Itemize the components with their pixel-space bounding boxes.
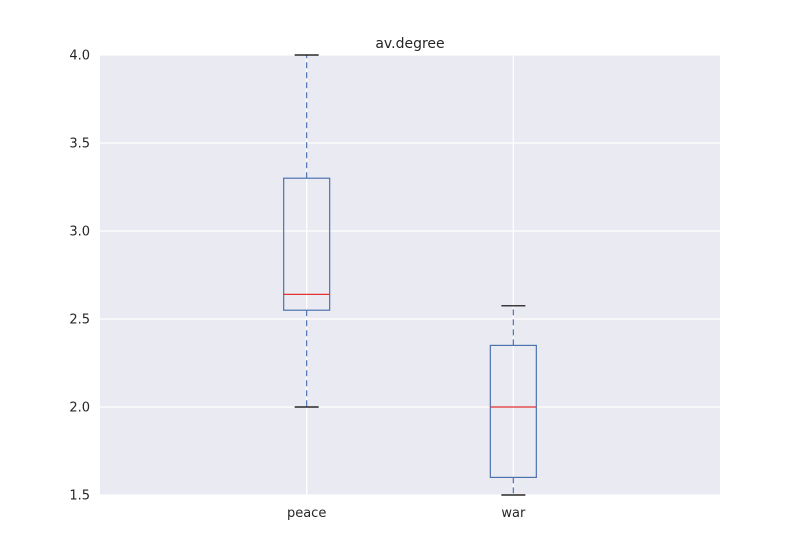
y-tick-label: 1.5: [69, 489, 90, 504]
iqr-box: [489, 344, 537, 478]
y-tick-label: 4.0: [69, 49, 90, 64]
iqr-box: [283, 177, 331, 311]
y-tick-label: 2.5: [69, 313, 90, 328]
box-group-peace: [283, 54, 331, 408]
chart-title: av.degree: [375, 36, 444, 52]
x-tick-label: peace: [287, 506, 326, 521]
y-tick-label: 2.0: [69, 401, 90, 416]
y-tick-label: 3.0: [69, 225, 90, 240]
tick-labels: 1.5 2.0 2.5 3.0 3.5 4.0 peace war: [69, 49, 526, 522]
plot-area: [100, 55, 720, 495]
box-group-war: [489, 305, 537, 496]
boxes: [283, 54, 537, 496]
grid-lines: [100, 54, 720, 496]
x-tick-label: war: [501, 506, 526, 521]
y-tick-label: 3.5: [69, 137, 90, 152]
